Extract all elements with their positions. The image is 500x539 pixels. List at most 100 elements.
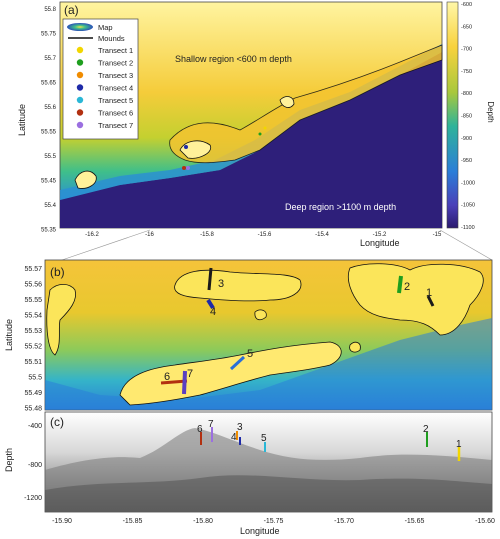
x-tick-label: -15.60 [475, 518, 495, 525]
transect-1-line [426, 295, 435, 307]
y-tick-label: -800 [28, 462, 42, 469]
y-tick-label: 55.65 [41, 81, 57, 87]
transect-label-7: 7 [187, 368, 193, 380]
colorbar-label: Depth [486, 101, 495, 122]
panel-a-yticks: 55.8 55.75 55.7 55.65 55.6 55.55 55.5 55.45 55.4… [41, 7, 57, 234]
c-label-5: 5 [261, 433, 267, 444]
panel-a-ylabel: Latitude [17, 104, 27, 136]
zoom-line-left [61, 229, 151, 261]
transect-label-6: 6 [164, 371, 170, 383]
colorbar [446, 1, 459, 229]
panel-b-label: (b) [50, 265, 65, 279]
mound-outline [254, 309, 267, 321]
colorbar-ticks: -600 -650 -700 -750 -800 -850 -900 -950 -1000 -10… [461, 2, 475, 231]
panel-a-xticks: -16.2 -16 -15.8 -15.6 -15.4 -15.2 -15 [85, 232, 442, 238]
colorbar-tick-label: -600 [461, 2, 472, 8]
transect-4-line [206, 298, 215, 310]
deep-region [60, 52, 442, 228]
x-tick-label: -15.80 [193, 518, 213, 525]
legend: Map Mounds Transect 1 Transect 2 Transect … [62, 18, 139, 140]
legend-mounds-label: Mounds [98, 34, 125, 43]
legend-item-label: Transect 7 [98, 121, 133, 130]
transect-label-4: 4 [210, 306, 216, 318]
mound-outline [347, 263, 484, 336]
legend-marker [76, 96, 84, 104]
map-legend-icon [67, 23, 93, 31]
transect-marker [263, 126, 267, 130]
zoom-line-right [439, 229, 493, 261]
deep-region-text: Deep region >1100 m depth [285, 202, 396, 212]
x-tick-label: -15.2 [373, 232, 387, 238]
panel-a-label: (a) [64, 3, 79, 17]
c-label-2: 2 [423, 424, 429, 435]
x-tick-label: -15.8 [200, 232, 214, 238]
panel-c-label: (c) [50, 415, 64, 429]
transect-2-line [397, 275, 403, 294]
panel-c: 6 7 3 4 5 2 1 (c) -400-800-1200 -15.90 -1… [4, 411, 495, 536]
y-tick-label: 55.49 [24, 390, 42, 397]
shallow-region-text: Shallow region <600 m depth [175, 54, 292, 64]
transect-label-2: 2 [404, 281, 410, 293]
mound-outline [119, 341, 342, 406]
y-tick-label: 55.45 [41, 179, 57, 185]
y-tick-label: 55.5 [44, 154, 56, 160]
y-tick-label: 55.35 [41, 228, 57, 234]
mound-outline [349, 341, 361, 353]
legend-item-label: Transect 6 [98, 109, 133, 118]
legend-marker [76, 59, 84, 66]
panel-c-ylabel: Depth [4, 448, 14, 472]
x-tick-label: -15.85 [123, 518, 143, 525]
legend-marker [76, 71, 84, 79]
y-tick-label: 55.75 [41, 32, 57, 38]
mound-outline [46, 283, 77, 356]
y-tick-label: 55.56 [24, 282, 42, 289]
panel-a: (a) Map Mounds Transect 1 Transect 2 Trans… [17, 1, 495, 248]
legend-item-label: Transect 2 [98, 59, 133, 68]
transect-marker [184, 145, 188, 149]
y-tick-label: 55.52 [24, 344, 42, 351]
legend-marker [76, 46, 84, 54]
transect-7-line [182, 370, 187, 395]
c-label-1: 1 [456, 439, 462, 450]
y-tick-label: -1200 [24, 495, 42, 502]
panel-b: 3 4 2 1 5 6 7 (b) 55.5755.5655.5555.5455… [4, 259, 493, 413]
x-tick-label: -16.2 [85, 232, 99, 238]
transect-label-1: 1 [426, 287, 432, 299]
y-tick-label: 55.53 [24, 328, 42, 335]
legend-item-label: Transect 1 [98, 46, 133, 55]
c-label-4: 4 [231, 432, 237, 443]
x-tick-label: -15.70 [334, 518, 354, 525]
y-tick-label: 55.54 [24, 313, 42, 320]
x-tick-label: -16 [145, 232, 154, 238]
mound-outline [179, 140, 212, 159]
legend-marker [76, 109, 84, 116]
transect-marker [186, 166, 190, 170]
x-tick-label: -15.4 [315, 232, 329, 238]
slope-band [60, 44, 442, 200]
y-tick-label: 55.7 [44, 56, 56, 62]
y-tick-label: 55.48 [24, 406, 42, 413]
legend-item-label: Transect 5 [98, 96, 133, 105]
transect-marker [258, 132, 262, 136]
y-tick-label: 55.55 [24, 297, 42, 304]
colorbar-tick-label: -850 [461, 114, 472, 120]
y-tick-label: 55.8 [44, 7, 56, 13]
panel-b-ylabel: Latitude [4, 319, 14, 351]
mound-outline [74, 170, 97, 189]
panel-a-xlabel: Longitude [360, 238, 400, 248]
panel-c-xlabel: Longitude [240, 526, 280, 536]
c-label-7: 7 [208, 419, 214, 430]
x-tick-label: -15.65 [405, 518, 425, 525]
legend-marker [76, 121, 84, 129]
legend-marker [76, 84, 84, 91]
y-tick-label: 55.5 [28, 375, 42, 382]
y-tick-label: -400 [28, 423, 42, 430]
colorbar-tick-label: -750 [461, 69, 472, 75]
colorbar-tick-label: -1100 [461, 225, 475, 231]
c-label-3: 3 [237, 422, 243, 433]
c-label-6: 6 [197, 424, 203, 435]
colorbar-tick-label: -800 [461, 91, 472, 97]
panel-c-yticks: -400 -800 -1200 [24, 423, 42, 502]
legend-item-label: Transect 4 [98, 84, 133, 93]
